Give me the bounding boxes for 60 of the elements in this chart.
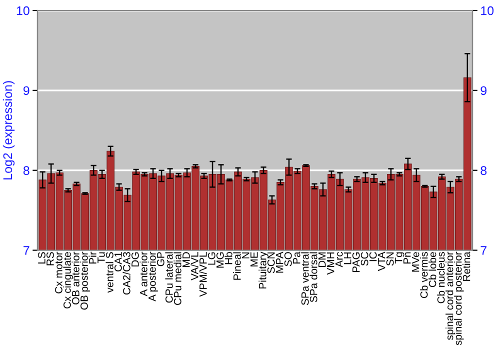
x-tick-label: Cb vermis [420, 252, 428, 298]
x-tick-label: OB posterior [80, 252, 90, 310]
x-tick-label: VTA [378, 252, 386, 272]
y-tick-label: 7 [24, 246, 30, 255]
x-tick-label: Cx cingulate [63, 252, 73, 308]
x-tick-label: OB anterior [72, 252, 80, 304]
x-tick-label: MPA [276, 252, 284, 273]
x-tick-label: A posterior [148, 252, 158, 302]
x-tick-label: spinal cord posterior [454, 252, 464, 346]
x-tick-label: Pir [88, 252, 96, 264]
x-tick-label: DM [318, 252, 326, 267]
y2-tick-label: 9 [480, 86, 486, 96]
x-tick-label: GP [156, 252, 164, 266]
x-tick-label: Tu [98, 252, 105, 264]
x-tick-label: Cb nucleus [437, 252, 445, 304]
x-tick-label: SC [360, 252, 368, 266]
x-tick-label: CPu lateral [165, 252, 173, 303]
x-tick-label: Hb [224, 252, 232, 264]
x-tick-label: Cb lobe [428, 252, 436, 288]
x-tick-label: MG [216, 252, 224, 268]
x-tick-label: MD [182, 252, 190, 267]
y2-tick-label: 10 [481, 6, 494, 16]
x-tick-label: RS [46, 252, 54, 266]
x-tick-label: Pa [293, 252, 300, 264]
x-tick-label: ME [250, 252, 258, 266]
y-tick-label: 9 [23, 86, 30, 96]
y-tick-label: 8 [23, 166, 30, 175]
x-tick-label: LG [208, 252, 216, 265]
x-tick-label: VA/VL [190, 252, 198, 280]
x-tick-label: CPu medial [174, 252, 182, 305]
x-tick-label: Tg [394, 252, 404, 264]
x-tick-label: Cx motor [55, 252, 62, 294]
x-tick-label: VMH [326, 252, 334, 275]
y-axis-title: Log2 (expression) [2, 81, 15, 180]
x-tick-label: MVe [412, 252, 420, 272]
x-tick-label: A anterior [140, 252, 148, 296]
x-tick-label: SO [284, 252, 292, 266]
x-tick-label: SPa dorsal [310, 252, 318, 302]
x-tick-label: DG [131, 252, 139, 266]
x-tick-label: ventral S [106, 252, 114, 293]
x-tick-label: CA2/CA3 [122, 252, 130, 295]
y2-tick-label: 8 [480, 166, 487, 175]
x-tick-label: VPM/VPL [199, 252, 207, 297]
x-tick-label: Pituitary [258, 252, 268, 288]
x-tick-label: SCN [267, 252, 275, 274]
x-tick-label: Retina [462, 252, 470, 281]
x-tick-label: Arc [335, 252, 343, 268]
x-tick-label: LS [38, 252, 46, 264]
x-tick-label: SN [386, 252, 394, 266]
x-tick-label: LH [344, 252, 352, 264]
x-tick-label: N [242, 252, 250, 258]
x-tick-label: spinal cord anterior [446, 252, 456, 340]
x-tick-label: SPa ventral [301, 252, 309, 306]
y2-tick-label: 7 [480, 246, 486, 255]
x-tick-label: Pineal [233, 252, 241, 280]
x-tick-label: CA1 [114, 252, 122, 272]
y-tick-label: 10 [16, 6, 30, 16]
x-tick-label: Pn [403, 252, 411, 264]
x-tick-label: PAG [352, 252, 360, 272]
x-tick-label: IC [369, 252, 377, 262]
